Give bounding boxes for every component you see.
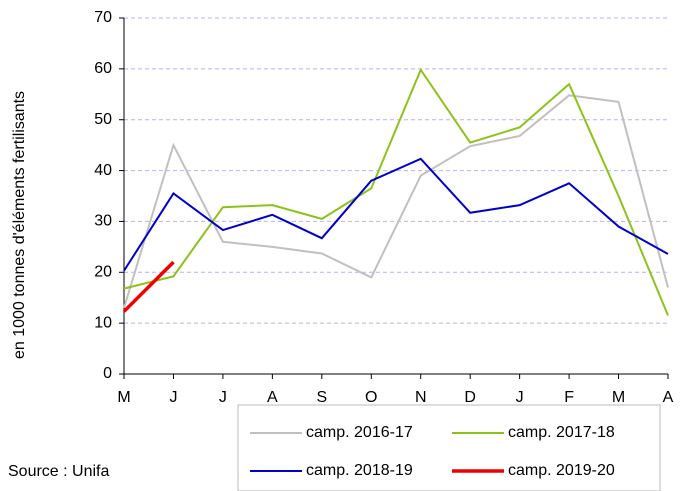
- y-tick-label: 50: [94, 111, 112, 128]
- x-tick-label: N: [415, 389, 427, 406]
- legend-label: camp. 2019-20: [508, 462, 615, 479]
- x-tick-label: M: [117, 389, 130, 406]
- y-tick-label: 0: [103, 365, 112, 382]
- y-tick-label: 20: [94, 264, 112, 281]
- legend-label: camp. 2016-17: [306, 424, 413, 441]
- series-line: [122, 260, 175, 313]
- y-tick-label: 70: [94, 9, 112, 26]
- series-line: [123, 157, 669, 272]
- y-tick-label: 60: [94, 60, 112, 77]
- y-tick-label: 10: [94, 314, 112, 331]
- y-tick-label: 30: [94, 213, 112, 230]
- legend-box: [237, 404, 661, 491]
- x-tick-label: J: [219, 389, 227, 406]
- x-tick-label: A: [267, 389, 278, 406]
- y-axis-label: en 1000 tonnes d'éléments fertilisants: [11, 91, 28, 359]
- legend-label: camp. 2018-19: [306, 462, 413, 479]
- series-line: [123, 67, 669, 316]
- x-tick-label: J: [516, 389, 524, 406]
- x-tick-label: M: [612, 389, 625, 406]
- source: Source : Unifa: [8, 463, 109, 480]
- y-tick-label: 40: [94, 162, 112, 179]
- x-tick-label: O: [365, 389, 377, 406]
- legend-label: camp. 2017-18: [508, 424, 615, 441]
- series-line: [123, 94, 669, 309]
- x-tick-label: J: [169, 389, 177, 406]
- x-tick-label: S: [316, 389, 327, 406]
- x-tick-label: A: [663, 389, 674, 406]
- x-tick-label: F: [564, 389, 574, 406]
- x-tick-label: D: [464, 389, 476, 406]
